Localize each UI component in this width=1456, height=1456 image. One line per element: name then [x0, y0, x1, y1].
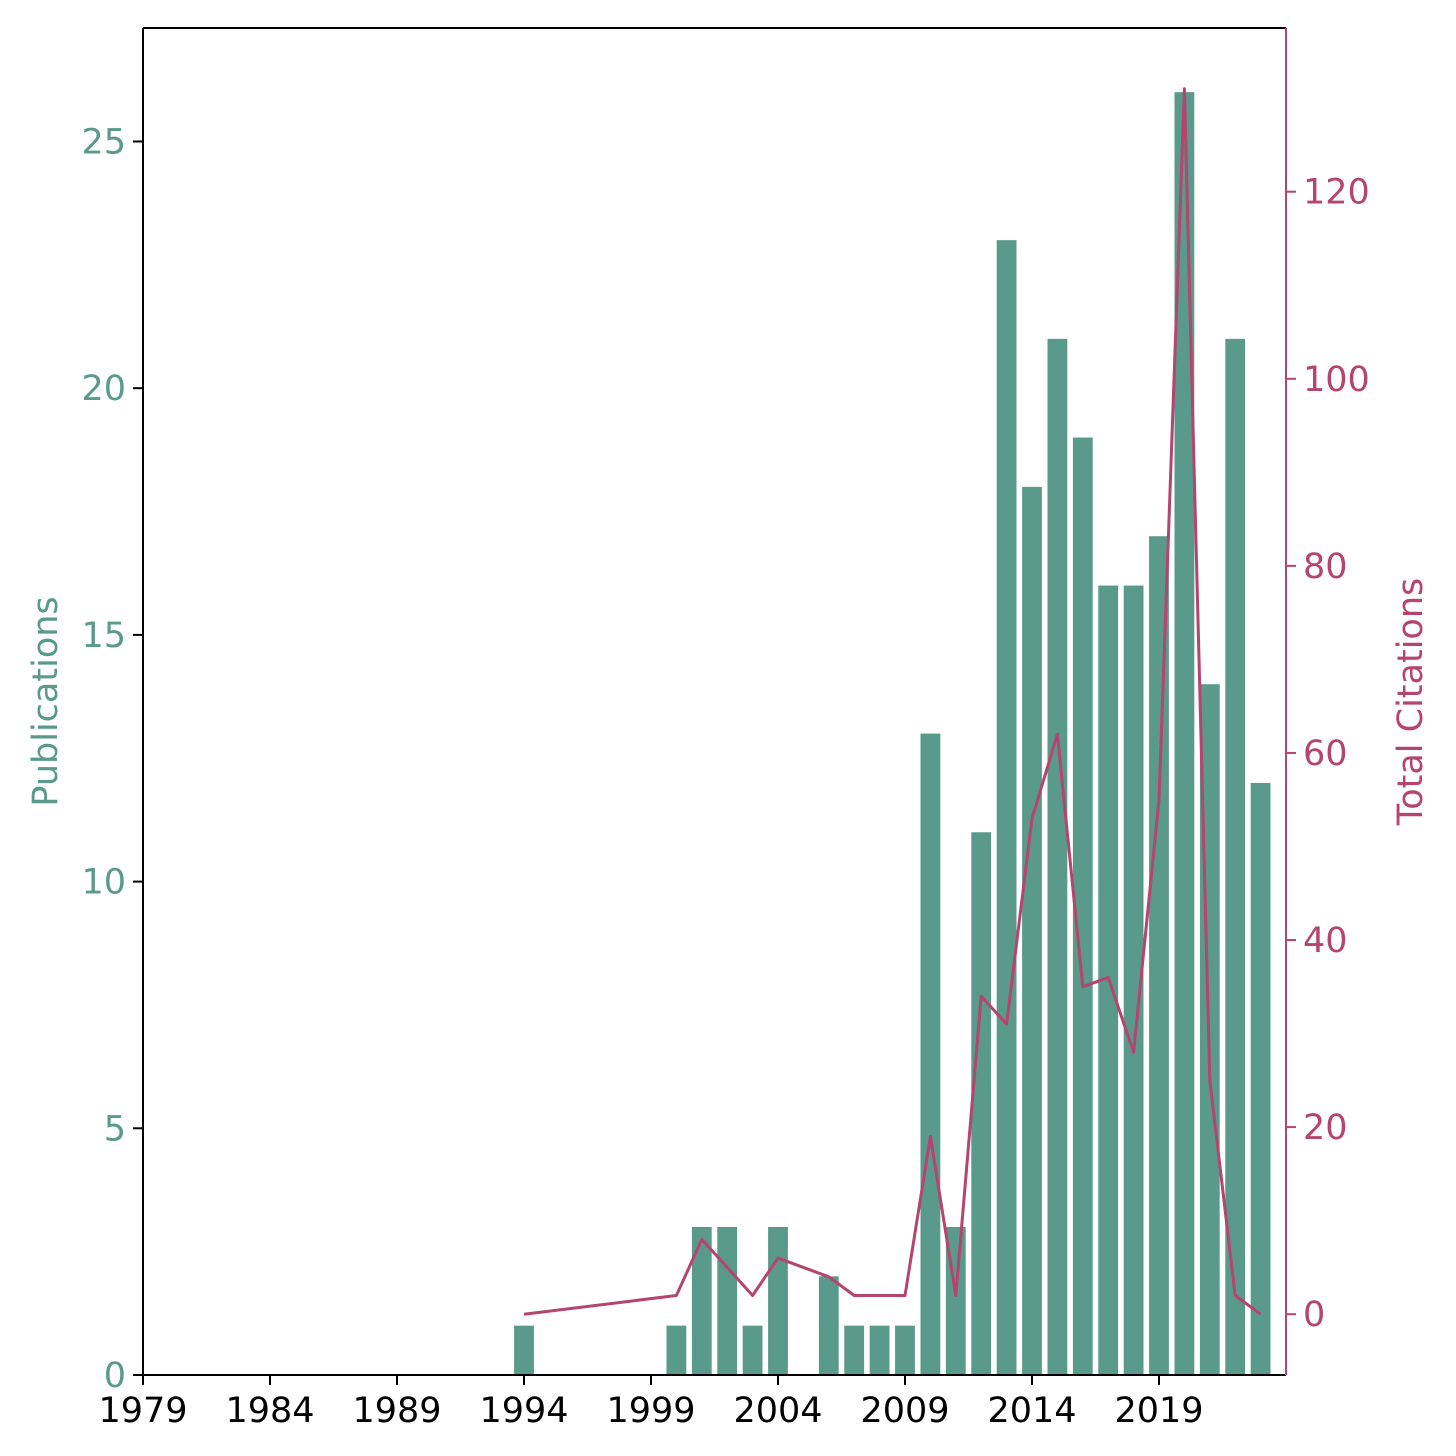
y-axis-label-publications: Publications	[26, 596, 66, 806]
publications-bar-2013	[996, 240, 1017, 1375]
publications-bar-2020	[1174, 92, 1195, 1375]
y-tick-label: 0	[104, 1356, 126, 1396]
publications-bar-2010	[920, 733, 941, 1375]
y-tick-label: 25	[81, 122, 126, 162]
x-tick-label: 1989	[352, 1391, 441, 1431]
publications-bar-2001	[691, 1226, 712, 1375]
publications-bar-2002	[717, 1226, 738, 1375]
x-tick-label: 1984	[225, 1391, 314, 1431]
publications-bar-2006	[818, 1276, 839, 1375]
publications-bar-2022	[1225, 338, 1246, 1376]
publications-bar-2009	[895, 1325, 915, 1375]
y-tick-label: 20	[81, 369, 126, 409]
y-tick-label: 5	[104, 1109, 126, 1149]
publications-bar-2008	[869, 1325, 890, 1375]
publications-bar-2018	[1123, 585, 1144, 1375]
y2-tick-label: 100	[1303, 360, 1370, 400]
y-axis-label-total-citations: Total Citations	[1391, 578, 1431, 826]
publications-bar-2016	[1072, 437, 1093, 1375]
x-tick-label: 1994	[479, 1391, 568, 1431]
publications-bar-2007	[844, 1325, 865, 1375]
y-tick-label: 10	[81, 863, 126, 903]
y2-tick-label: 40	[1303, 921, 1348, 961]
publications-bar-2023	[1250, 782, 1271, 1375]
x-tick-label: 1979	[98, 1391, 187, 1431]
x-tick-label: 2014	[987, 1391, 1076, 1431]
publications-bar-2015	[1047, 338, 1068, 1376]
publications-bar-2014	[1022, 486, 1042, 1375]
y2-tick-label: 80	[1303, 547, 1348, 587]
y2-tick-label: 20	[1303, 1108, 1348, 1148]
publications-bar-1994	[514, 1325, 534, 1375]
publications-bar-2019	[1149, 536, 1169, 1375]
publications-bar-2012	[971, 832, 992, 1375]
x-tick-label: 2004	[733, 1391, 822, 1431]
y-tick-label: 15	[81, 616, 126, 656]
axis-ticks: 1979 1984 1989 1994 1999 2004 2009 2014 2019 0 5 10…	[81, 122, 1369, 1431]
publications-bar-2004	[768, 1226, 788, 1375]
y2-tick-label: 0	[1303, 1295, 1325, 1335]
publications-bars	[514, 92, 1271, 1376]
publications-bar-2003	[742, 1325, 763, 1375]
plot-frame	[142, 27, 1287, 1376]
citations-line-layer	[523, 87, 1262, 1316]
y2-tick-label: 60	[1303, 734, 1348, 774]
x-tick-label: 2009	[860, 1391, 949, 1431]
x-tick-label: 2019	[1114, 1391, 1203, 1431]
x-tick-label: 1999	[606, 1391, 695, 1431]
publications-bar-2000	[666, 1325, 687, 1375]
y2-tick-label: 120	[1303, 173, 1370, 213]
